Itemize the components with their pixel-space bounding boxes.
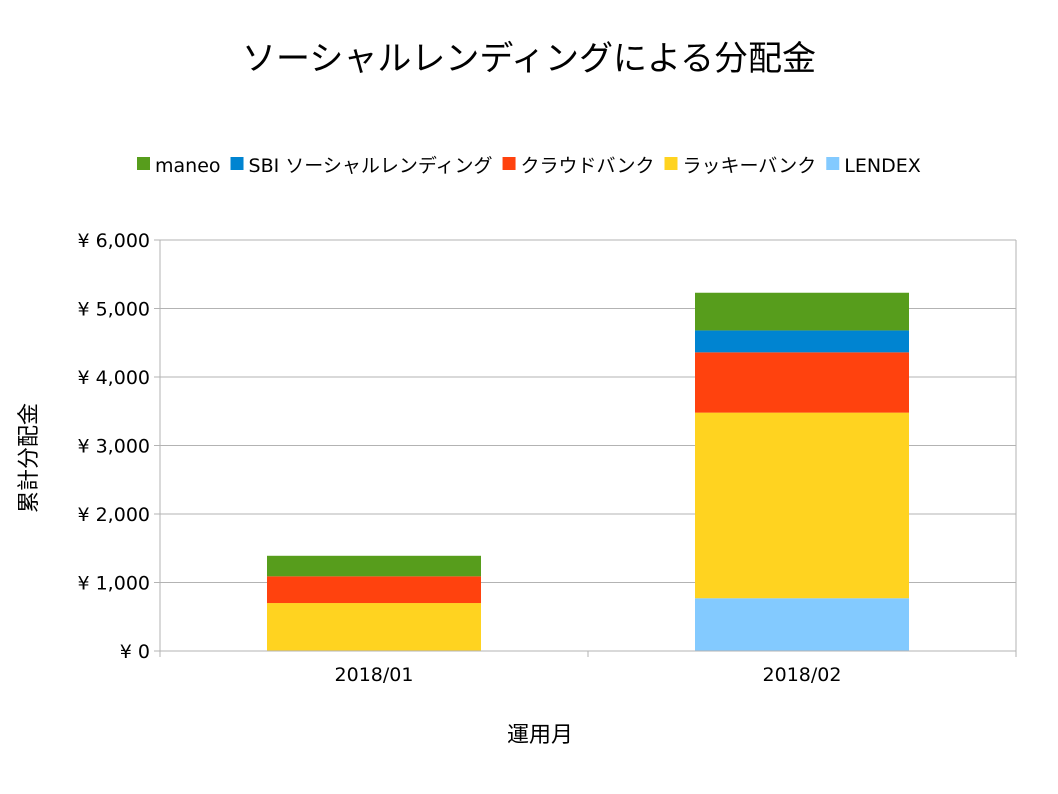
legend-label: SBI ソーシャルレンディング bbox=[249, 155, 493, 177]
y-tick-label: ¥ 5,000 bbox=[77, 299, 150, 321]
x-axis-title: 運用月 bbox=[507, 723, 573, 748]
y-tick-label: ¥ 2,000 bbox=[77, 504, 150, 526]
legend-swatch bbox=[230, 157, 244, 170]
bar-segment bbox=[695, 412, 909, 599]
axes: ¥ 0 ¥ 1,000 ¥ 2,000 ¥ 3,000 ¥ 4,000 ¥ 5,000 ¥ … bbox=[77, 230, 1017, 686]
x-tick-label: 2018/02 bbox=[763, 664, 842, 686]
legend-swatch bbox=[826, 157, 840, 170]
bar-segment bbox=[267, 603, 481, 651]
chart-title: ソーシャルレンディングによる分配金 bbox=[242, 39, 816, 79]
y-axis-title: 累計分配金 bbox=[17, 403, 42, 513]
legend-swatch bbox=[664, 157, 678, 170]
y-tick-label: ¥ 4,000 bbox=[77, 367, 150, 389]
x-tick-label: 2018/01 bbox=[335, 664, 414, 686]
legend-label: ラッキーバンク bbox=[683, 155, 817, 177]
legend-label: LENDEX bbox=[844, 155, 920, 177]
legend: maneo SBI ソーシャルレンディング クラウドバンク ラッキーバンク LENDEX bbox=[137, 155, 921, 177]
y-tick-label: ¥ 1,000 bbox=[77, 573, 150, 595]
y-tick-label: ¥ 0 bbox=[120, 641, 150, 663]
legend-swatch bbox=[137, 157, 150, 170]
bar-segment bbox=[695, 598, 909, 651]
bar-segment bbox=[695, 352, 909, 413]
legend-label: maneo bbox=[155, 155, 221, 177]
bar-segment bbox=[267, 555, 481, 577]
bar-segment bbox=[695, 330, 909, 353]
bars bbox=[267, 292, 909, 651]
legend-swatch bbox=[502, 157, 516, 170]
bar-segment bbox=[267, 576, 481, 604]
bar-segment bbox=[695, 292, 909, 331]
legend-label: クラウドバンク bbox=[521, 155, 655, 177]
y-tick-label: ¥ 3,000 bbox=[77, 436, 150, 458]
y-tick-label: ¥ 6,000 bbox=[77, 230, 150, 252]
